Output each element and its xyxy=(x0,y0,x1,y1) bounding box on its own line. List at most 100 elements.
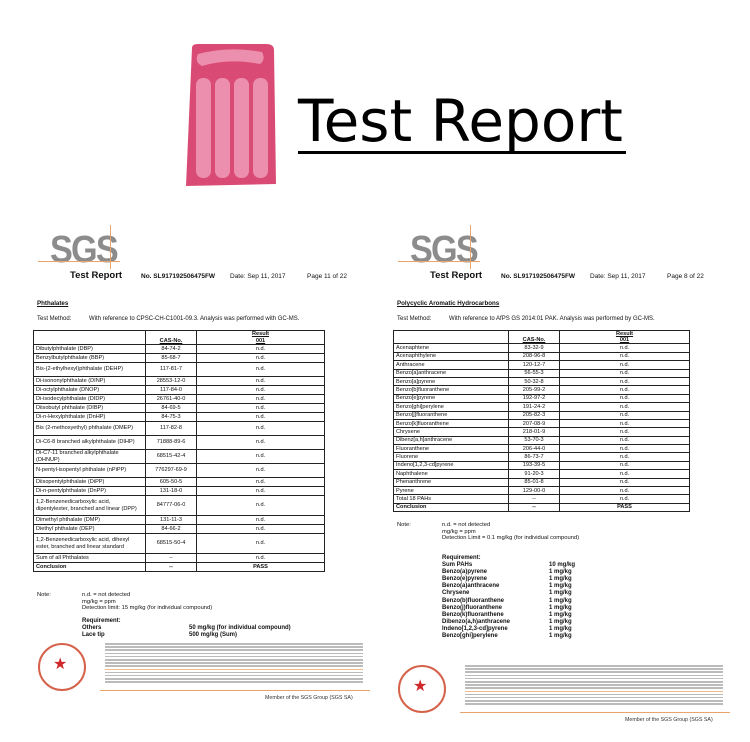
table-row: Diisobutyl phthalate (DIBP) 84-69-5 n.d. xyxy=(33,403,325,413)
compound-name: Conclusion xyxy=(393,502,509,513)
requirement-item: Chrysene xyxy=(442,590,470,597)
table-row: Chrysene 218-01-9 n.d. xyxy=(393,427,690,437)
official-seal-stamp: ★ xyxy=(38,643,86,691)
result-value: n.d. xyxy=(559,477,690,488)
requirement-label: Requirement: xyxy=(442,555,481,561)
table-row: Diisopentylphthalate (DiPP) 605-50-5 n.d. xyxy=(33,477,325,487)
result-value: n.d. xyxy=(196,435,325,450)
header-blank xyxy=(33,330,146,345)
cas-number: 53-70-3 xyxy=(508,435,560,446)
cas-header: CAS-No. xyxy=(159,337,183,344)
cas-number: 193-39-5 xyxy=(508,460,560,471)
compound-name: Di-C7-11 branched alkylphthalate (DHNUP) xyxy=(33,449,146,464)
result-value: n.d. xyxy=(559,452,690,462)
sgs-logo: SGS xyxy=(50,229,119,271)
result-value: n.d. xyxy=(196,376,325,386)
compound-name: Pyrene xyxy=(393,486,509,496)
result-value: PASS xyxy=(559,502,690,513)
table-row: Dibenz[a,h]anthracene 53-70-3 n.d. xyxy=(393,435,690,446)
result-value: n.d. xyxy=(559,427,690,437)
results-table: CAS-No. Result 001 Acenaphtene 83-32-9 n.d. Ac… xyxy=(393,329,690,513)
cas-number: 68515-42-4 xyxy=(145,449,197,464)
title-underline xyxy=(298,151,626,154)
table-row: Diethyl phthalate (DEP) 84-66-2 n.d. xyxy=(33,524,325,534)
banner-title: Test Report xyxy=(298,87,623,155)
compound-name: Anthracene xyxy=(393,360,509,370)
result-value: n.d. xyxy=(559,469,690,479)
cas-number: 117-81-7 xyxy=(145,362,197,377)
requirement-item: Benzo[ghi]perylene xyxy=(442,633,498,640)
section-title: Phthalates xyxy=(37,300,69,307)
test-method-label: Test Method: xyxy=(37,316,72,322)
result-value: n.d. xyxy=(559,376,690,387)
requirement-item: Benzo(e)pyrene xyxy=(442,576,488,583)
pool-float-icon xyxy=(186,44,276,186)
table-row: Fluoranthene 206-44-0 n.d. xyxy=(393,444,690,454)
cas-number: 68515-50-4 xyxy=(145,533,197,554)
compound-name: Diisopentylphthalate (DiPP) xyxy=(33,477,146,487)
compound-name: Di-isononylphthalate (DINP) xyxy=(33,376,146,386)
requirement-label: Requirement: xyxy=(82,618,121,624)
report-number: No. SL917192506475FW xyxy=(141,273,216,280)
result-value: n.d. xyxy=(559,393,690,404)
cas-number: 85-01-8 xyxy=(508,477,560,488)
table-row: Indeno[1,2,3-cd]pyrene 193-39-5 n.d. xyxy=(393,460,690,471)
note-line: n.d. = not detected xyxy=(442,522,491,528)
compound-name: Di-C6-8 branched alkylphthalate (DIHP) xyxy=(33,435,146,450)
compound-name: Chrysene xyxy=(393,427,509,437)
result-value: n.d. xyxy=(559,486,690,496)
compound-name: 1,2-Benzenedicarboxylic acid, dipentyles… xyxy=(33,495,146,516)
cas-number: 85-68-7 xyxy=(145,353,197,363)
result-header: Result xyxy=(615,331,634,337)
result-value: n.d. xyxy=(196,385,325,395)
requirement-limit: 1 mg/kg xyxy=(549,625,572,632)
table-row: Benzo[a]anthracene 56-55-3 n.d. xyxy=(393,368,690,378)
requirement-row: Benzo(b)fluoranthene 1 mg/kg xyxy=(442,598,575,605)
compound-name: Bis (2-methoxyethyl) phthalate (DMEP) xyxy=(33,421,146,436)
logo-rule-vertical xyxy=(110,225,111,269)
cas-number: 207-08-9 xyxy=(508,418,560,429)
result-value: n.d. xyxy=(196,486,325,496)
table-row: Di-C6-8 branched alkylphthalate (DIHP) 71… xyxy=(33,435,325,450)
table-row: Di-n-Hexylphthalate (DnHP) 84-75-3 n.d. xyxy=(33,412,325,422)
result-value: n.d. xyxy=(196,421,325,436)
compound-name: Dibenz[a,h]anthracene xyxy=(393,435,509,446)
compound-name: Di-isodecylphthalate (DIDP) xyxy=(33,394,146,404)
result-value: n.d. xyxy=(559,460,690,471)
requirement-row: Benzo(a)pyrene 1 mg/kg xyxy=(442,569,575,576)
table-row: Bis-(2-ethylhexyl)phthalate (DEHP) 117-81… xyxy=(33,362,325,377)
requirement-limit: 1 mg/kg xyxy=(549,611,572,618)
table-row: Benzo[a]pyrene 50-32-8 n.d. xyxy=(393,376,690,387)
requirement-row: Others 50 mg/kg (for individual compound) xyxy=(82,625,291,632)
logo-rule-horizontal xyxy=(398,261,480,262)
note-line: Detection Limit = 0.1 mg/kg (for individ… xyxy=(442,535,580,541)
cas-number: 205-82-3 xyxy=(508,410,560,420)
compound-name: Conclusion xyxy=(33,562,146,572)
result-value: n.d. xyxy=(559,418,690,429)
requirement-item: Benzo(b)fluoranthene xyxy=(442,597,504,604)
requirement-limit: 1 mg/kg xyxy=(549,604,572,611)
result-value: n.d. xyxy=(559,385,690,395)
cas-number: 208-96-8 xyxy=(508,351,560,362)
cas-number: 131-11-3 xyxy=(145,515,197,525)
compound-name: Sum of all Phthalates xyxy=(33,553,146,563)
report-date: Date: Sep 11, 2017 xyxy=(590,273,646,280)
conclusion-row: Conclusion -- PASS xyxy=(33,562,325,572)
requirement-item: Benzo(k)fluoranthene xyxy=(442,611,504,618)
page-number: Page 8 of 22 xyxy=(667,273,704,280)
cas-number: 120-12-7 xyxy=(508,360,560,370)
cas-number: 776297-69-9 xyxy=(145,463,197,478)
result-value: n.d. xyxy=(196,403,325,413)
result-value: PASS xyxy=(196,562,325,572)
cas-number: 192-97-2 xyxy=(508,393,560,404)
table-row: Benzo[k]fluoranthene 207-08-9 n.d. xyxy=(393,418,690,429)
member-text: Member of the SGS Group (SGS SA) xyxy=(265,695,353,701)
cas-number: 205-99-2 xyxy=(508,385,560,395)
requirements: Requirement: Sum PAHs 10 mg/kg Benzo(a)pyre… xyxy=(442,555,575,640)
compound-name: Fluorene xyxy=(393,452,509,462)
cas-number: 84-66-2 xyxy=(145,524,197,534)
requirement-row: Benzo(j)fluoranthene 1 mg/kg xyxy=(442,605,575,612)
table-row: Anthracene 120-12-7 n.d. xyxy=(393,360,690,370)
test-method-text: With reference to AfPS GS 2014:01 PAK. A… xyxy=(449,316,655,322)
requirement-item: Others xyxy=(82,625,102,632)
